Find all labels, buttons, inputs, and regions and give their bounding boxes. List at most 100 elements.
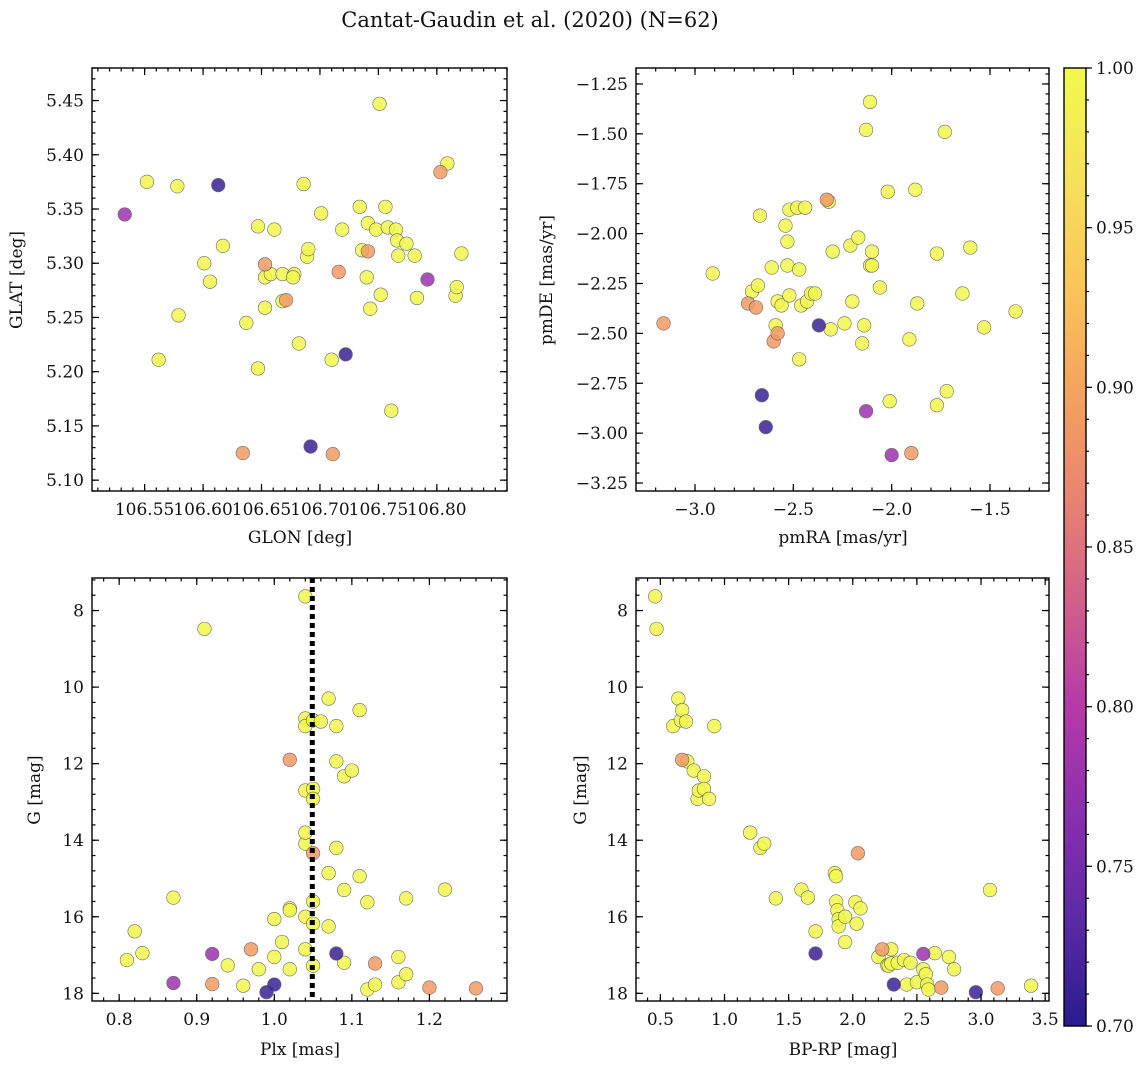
data-point — [215, 238, 231, 253]
panel-parallax-mag: 0.8 0.9 1.0 1.1 1.2 8 10 12 14 16 18 Plx [mas] G [ma… — [25, 577, 508, 1060]
data-point — [696, 769, 712, 784]
scatter-points — [117, 96, 469, 462]
y-axis-label: G [mag] — [25, 755, 45, 824]
y-tick-label: −1.75 — [576, 175, 628, 195]
data-point — [360, 244, 375, 259]
data-point — [884, 447, 899, 463]
data-point — [770, 326, 785, 341]
data-point — [702, 791, 717, 806]
data-point — [853, 901, 868, 916]
y-tick-label: −3.25 — [576, 474, 628, 494]
y-tick-label: −2.00 — [576, 225, 628, 245]
data-point — [368, 977, 383, 992]
data-point — [774, 298, 789, 313]
data-point — [399, 967, 414, 982]
x-tick-label: 3.5 — [1032, 1010, 1059, 1030]
data-point — [752, 208, 768, 223]
y-tick-label: 5.10 — [46, 471, 84, 491]
y-tick-label: 8 — [73, 602, 84, 622]
data-point — [170, 179, 185, 194]
data-point — [329, 840, 344, 855]
scatter-points — [656, 94, 1023, 463]
data-point — [792, 352, 807, 367]
y-tick-label: 8 — [617, 602, 628, 622]
data-point — [324, 352, 339, 367]
data-point — [886, 977, 901, 992]
data-point — [344, 763, 359, 778]
data-point — [363, 301, 378, 316]
x-tick-label: 106.55 — [115, 500, 174, 520]
data-point — [236, 978, 251, 993]
data-point — [211, 178, 226, 193]
colorbar-tick-label: 0.80 — [1096, 698, 1134, 718]
data-point — [864, 244, 880, 259]
data-point — [929, 398, 945, 413]
data-point — [257, 300, 273, 315]
data-point — [331, 264, 346, 280]
data-point — [872, 280, 887, 295]
data-point — [768, 891, 783, 906]
axes-frame — [635, 577, 1050, 1002]
colorbar-tick-label: 0.75 — [1096, 857, 1134, 877]
data-point — [220, 958, 235, 973]
data-point — [321, 866, 336, 881]
data-point — [968, 985, 983, 1000]
data-point — [903, 955, 918, 970]
data-point — [422, 980, 437, 995]
data-point — [808, 946, 823, 961]
data-point — [135, 946, 150, 961]
data-point — [929, 246, 945, 261]
data-point — [678, 714, 694, 729]
y-tick-label: 5.40 — [46, 146, 84, 166]
data-point — [282, 752, 297, 767]
data-point — [321, 919, 336, 934]
y-tick-label: 10 — [606, 678, 628, 698]
data-point — [1008, 304, 1023, 319]
data-point — [409, 290, 425, 306]
data-point — [437, 882, 453, 897]
data-point — [151, 352, 166, 367]
data-point — [875, 942, 890, 957]
data-point — [807, 286, 823, 301]
axes-frame — [91, 67, 508, 492]
data-point — [707, 719, 722, 734]
data-point — [858, 404, 874, 419]
x-tick-label: −3.0 — [674, 500, 715, 520]
data-point — [250, 361, 266, 376]
data-point — [837, 934, 853, 950]
data-point — [360, 895, 375, 910]
data-point — [267, 977, 282, 992]
data-point — [743, 825, 758, 840]
data-point — [780, 234, 795, 249]
data-point — [934, 980, 949, 995]
x-tick-label: 1.5 — [775, 1010, 802, 1030]
data-point — [939, 384, 954, 399]
x-tick-label: 106.60 — [173, 500, 232, 520]
x-axis-label: Plx [mas] — [260, 1040, 340, 1060]
x-tick-label: 106.80 — [407, 500, 466, 520]
data-point — [373, 287, 388, 302]
scatter-points — [648, 589, 1039, 1000]
data-point — [849, 916, 864, 931]
data-point — [329, 719, 344, 734]
data-point — [433, 165, 448, 180]
data-point — [321, 691, 336, 706]
y-tick-label: 16 — [62, 908, 84, 928]
data-point — [976, 320, 992, 335]
data-point — [758, 420, 773, 435]
figure-title: Cantat-Gaudin et al. (2020) (N=62) — [341, 8, 719, 32]
data-point — [902, 332, 917, 347]
data-point — [882, 394, 897, 409]
data-point — [649, 621, 664, 637]
data-point — [1023, 978, 1039, 993]
data-point — [454, 246, 469, 261]
x-tick-label: 106.70 — [290, 500, 349, 520]
data-point — [941, 949, 957, 965]
data-point — [303, 439, 318, 454]
x-tick-label: 2.0 — [839, 1010, 866, 1030]
y-axis-label: GLAT [deg] — [7, 231, 27, 329]
data-point — [243, 942, 259, 957]
data-point — [257, 257, 273, 272]
data-point — [764, 260, 779, 275]
